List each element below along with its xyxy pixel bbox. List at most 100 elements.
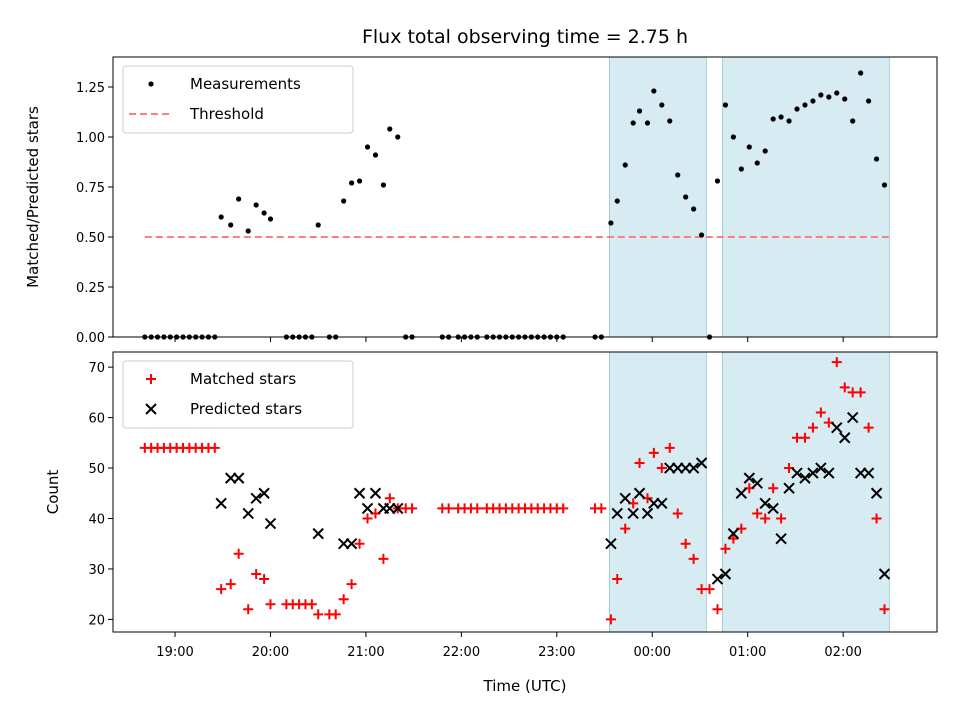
measurement-point [714, 178, 721, 184]
legend-label: Threshold [189, 105, 264, 123]
measurement-point [622, 162, 628, 168]
measurement-point [738, 166, 744, 172]
matched-star-point [712, 604, 723, 615]
count-y-axis-label: Count [44, 470, 62, 515]
measurement-point [730, 134, 736, 140]
predicted-star-point [369, 487, 382, 499]
y-tick-label: 1.00 [76, 131, 105, 146]
predicted-star-point [312, 527, 324, 540]
legend-box [122, 360, 354, 429]
count-x-ticks: 19:00 20:00 21:00 22:00 23:00 00:00 01:00 02:00 [156, 632, 862, 660]
ratio-panel: 0.00 0.25 0.50 0.75 1.00 1.25 Matched/Predict… [24, 56, 938, 346]
measurement-point [786, 118, 792, 124]
matched-star-point [251, 568, 262, 579]
observation-window-1 [609, 56, 707, 338]
measurement-point [722, 102, 729, 108]
matched-star-point [704, 584, 715, 595]
x-tick-label: 21:00 [347, 645, 384, 660]
legend-label: Matched stars [190, 370, 296, 388]
predicted-star-point [605, 538, 617, 550]
matched-star-point [620, 523, 631, 534]
matched-star-point [605, 614, 616, 625]
measurement-point [614, 198, 620, 204]
count-y-ticks: 20 30 40 50 60 70 [88, 361, 113, 628]
matched-star-point [776, 513, 787, 524]
measurement-point [802, 102, 808, 108]
measurement-point [644, 120, 651, 126]
measurement-point [834, 90, 840, 96]
x-axis-label: Time (UTC) [483, 677, 567, 695]
y-tick-label: 40 [88, 512, 105, 527]
measurement-point [236, 196, 242, 202]
measurement-point [356, 178, 363, 184]
matched-star-point [313, 609, 324, 620]
matched-star-point [338, 594, 349, 605]
x-tick-label: 23:00 [538, 645, 575, 660]
matched-star-point [752, 508, 763, 519]
matched-star-point [831, 357, 842, 368]
ratio-y-ticks: 0.00 0.25 0.50 0.75 1.00 1.25 [76, 81, 113, 346]
matched-star-point [378, 553, 389, 564]
matched-star-point [879, 604, 890, 615]
predicted-star-point [791, 467, 803, 479]
observation-window-1 [609, 351, 707, 633]
predicted-star-point [656, 497, 668, 510]
matched-star-point [265, 599, 276, 610]
measurement-point [395, 134, 401, 140]
ratio-panel-frame [112, 56, 938, 338]
matched-star-point [807, 422, 818, 433]
predicted-star-point [783, 482, 795, 494]
measurement-point [698, 232, 705, 238]
measurement-point [630, 120, 636, 126]
matched-star-point [680, 538, 691, 549]
measurement-point [675, 172, 681, 178]
y-tick-label: 60 [88, 412, 105, 427]
matched-star-point [306, 599, 317, 610]
matched-star-point [443, 503, 454, 514]
measurement-point [770, 116, 776, 122]
measurement-point [267, 216, 274, 222]
measurement-point [608, 220, 614, 226]
matched-star-point [815, 407, 826, 418]
predicted-star-point [846, 411, 859, 424]
x-tick-label: 22:00 [443, 645, 480, 660]
measurement-point [364, 144, 371, 150]
measurement-point [691, 206, 697, 212]
matched-star-point [330, 609, 341, 620]
measurement-point [372, 152, 379, 158]
matched-star-point [760, 513, 771, 524]
predicted-star-point [687, 462, 700, 474]
measurement-point [659, 102, 665, 108]
predicted-star-point [695, 457, 708, 469]
predicted-star-point [250, 492, 262, 505]
predicted-star-point [611, 507, 623, 520]
measurement-point [850, 118, 856, 124]
predicted-star-point [727, 527, 740, 540]
matched-star-point [216, 584, 227, 595]
x-tick-label: 20:00 [252, 645, 289, 660]
x-tick-label: 00:00 [634, 645, 671, 660]
matched-star-point [243, 604, 254, 615]
predicted-star-point [345, 538, 358, 550]
measurement-point [228, 222, 234, 228]
count-panel: 20 30 40 50 60 70 19:00 20:00 21:00 22:00 23:00 00… [44, 351, 938, 660]
matched-star-point [768, 483, 779, 494]
predicted-star-point [633, 487, 646, 499]
x-tick-label: 01:00 [729, 645, 766, 660]
predicted-star-point [361, 502, 374, 515]
x-tick-label: 02:00 [824, 645, 861, 660]
matched-star-point [871, 513, 882, 524]
predicted-star-point [264, 517, 277, 530]
matched-star-point [346, 579, 357, 590]
ratio-y-axis-label: Matched/Predicted stars [24, 106, 42, 288]
measurement-point [746, 144, 752, 150]
measurement-point [261, 210, 267, 216]
predicted-star-point [743, 472, 756, 484]
y-tick-label: 20 [88, 613, 105, 628]
matched-star-point [664, 442, 675, 453]
predicted-star-point [823, 467, 835, 479]
measurement-point [245, 228, 251, 234]
matched-star-point [855, 387, 866, 398]
measurement-point [810, 98, 816, 104]
